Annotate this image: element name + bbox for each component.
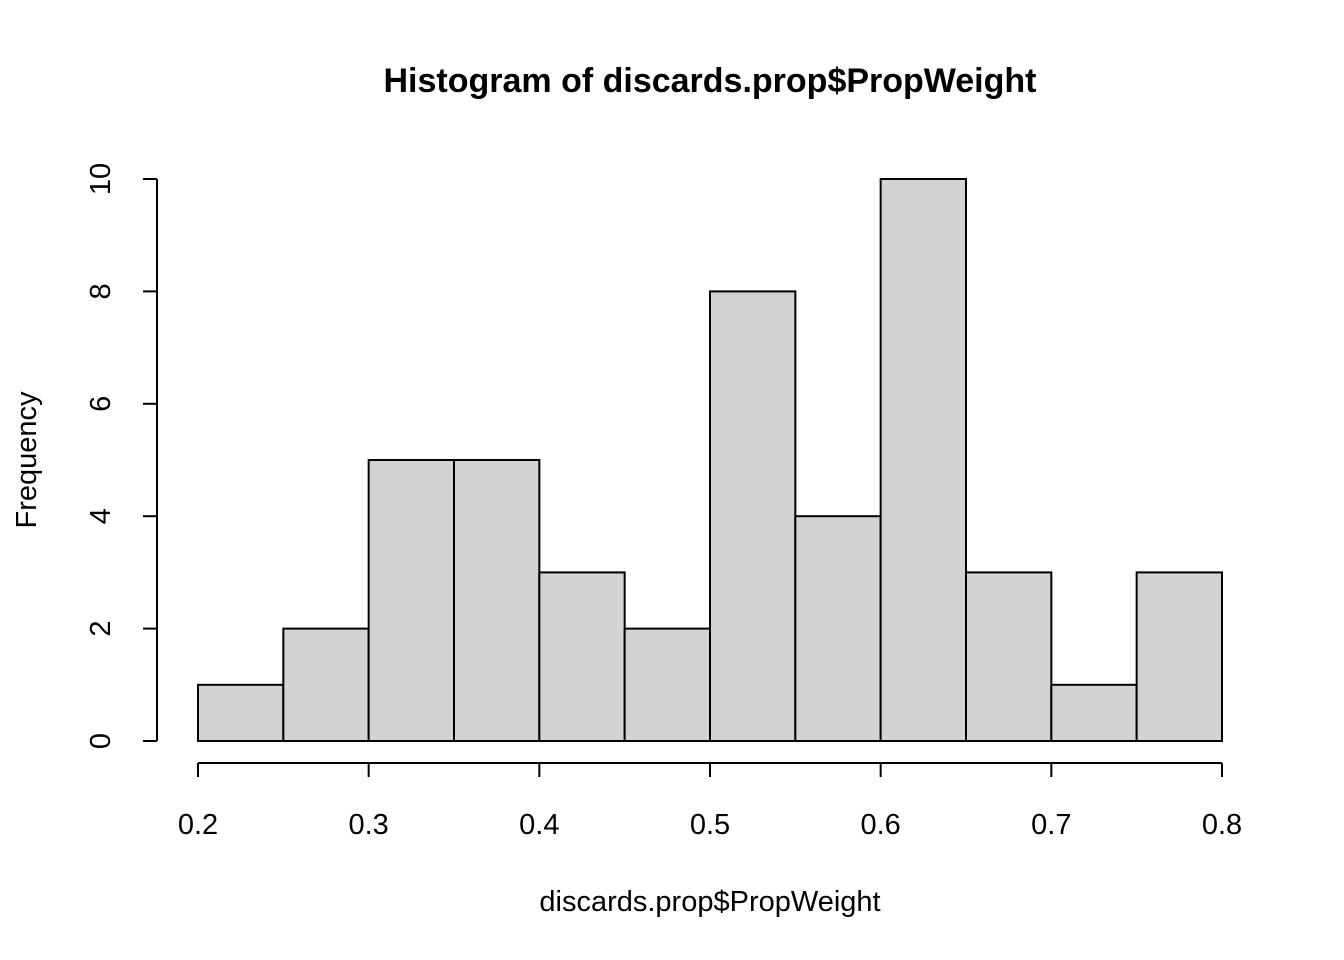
histogram-bar-1 <box>282 627 370 742</box>
x-tick-label-3: 0.5 <box>690 809 730 841</box>
x-axis: 0.2 0.3 0.4 0.5 0.6 0.7 0.8 <box>178 762 1242 841</box>
histogram-bar-0 <box>197 683 285 742</box>
chart-title: Histogram of discards.prop$PropWeight <box>383 62 1036 100</box>
histogram-bar-5 <box>623 627 712 742</box>
x-axis-label: discards.prop$PropWeight <box>539 886 880 918</box>
y-tick-label-0: 0 <box>85 733 117 749</box>
histogram-bar-2 <box>367 459 455 742</box>
y-tick-label-3: 6 <box>85 396 117 412</box>
x-tick-label-1: 0.3 <box>349 809 389 841</box>
y-tick-label-5: 10 <box>85 163 117 195</box>
y-axis: 0 2 4 6 8 10 <box>85 163 158 749</box>
histogram-bar-7 <box>794 515 882 743</box>
y-tick-label-1: 2 <box>85 621 117 637</box>
x-tick-label-0: 0.2 <box>178 809 218 841</box>
histogram-bar-3 <box>453 459 541 742</box>
y-tick-label-4: 8 <box>85 283 117 299</box>
histogram-bar-6 <box>709 290 797 742</box>
x-tick-label-5: 0.7 <box>1031 809 1071 841</box>
y-axis-label: Frequency <box>11 391 43 529</box>
y-tick-label-2: 4 <box>85 508 117 524</box>
histogram-bar-4 <box>538 571 626 743</box>
histogram-bar-10 <box>1050 683 1138 742</box>
bars-group <box>197 178 1223 743</box>
histogram-bar-11 <box>1135 571 1223 743</box>
x-tick-label-4: 0.6 <box>861 809 901 841</box>
histogram-bar-9 <box>965 571 1053 743</box>
x-tick-label-2: 0.4 <box>519 809 559 841</box>
x-tick-label-6: 0.8 <box>1202 809 1242 841</box>
histogram-bar-8 <box>879 178 968 742</box>
